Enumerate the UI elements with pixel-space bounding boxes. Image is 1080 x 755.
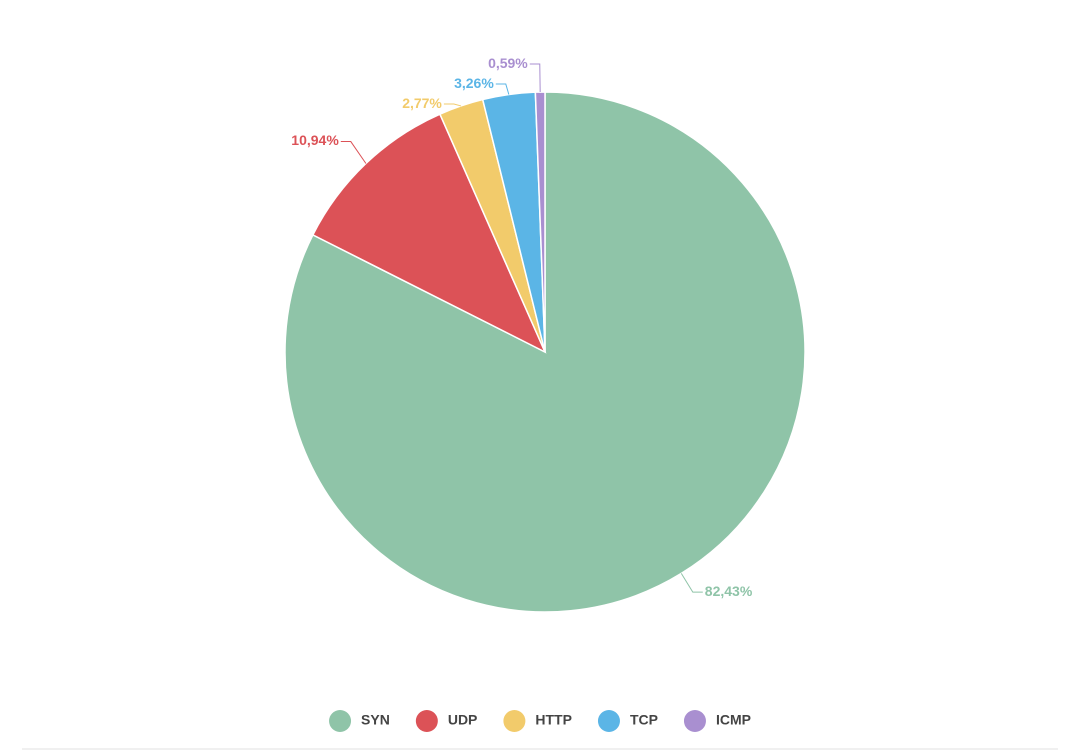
data-label: 3,26% (454, 75, 494, 91)
legend-label: HTTP (535, 712, 572, 728)
legend-label: SYN (361, 712, 390, 728)
data-label: 10,94% (291, 132, 339, 148)
leader-line (495, 83, 510, 95)
data-label: 82,43% (705, 583, 753, 599)
legend-marker (329, 710, 352, 732)
legend-marker (683, 710, 706, 732)
leader-line (529, 63, 541, 93)
leader-line (443, 103, 462, 107)
legend-label: ICMP (716, 712, 751, 728)
pie-slice (284, 91, 806, 613)
data-label: 2,77% (402, 95, 442, 111)
legend-marker (597, 710, 620, 732)
legend-marker (415, 710, 438, 732)
leader-line (680, 573, 703, 593)
legend-marker (503, 710, 526, 732)
leader-line (340, 141, 367, 164)
legend-label: TCP (630, 712, 658, 728)
pie-slice (534, 91, 546, 353)
legend-label: UDP (448, 712, 478, 728)
data-label: 0,59% (488, 55, 528, 71)
